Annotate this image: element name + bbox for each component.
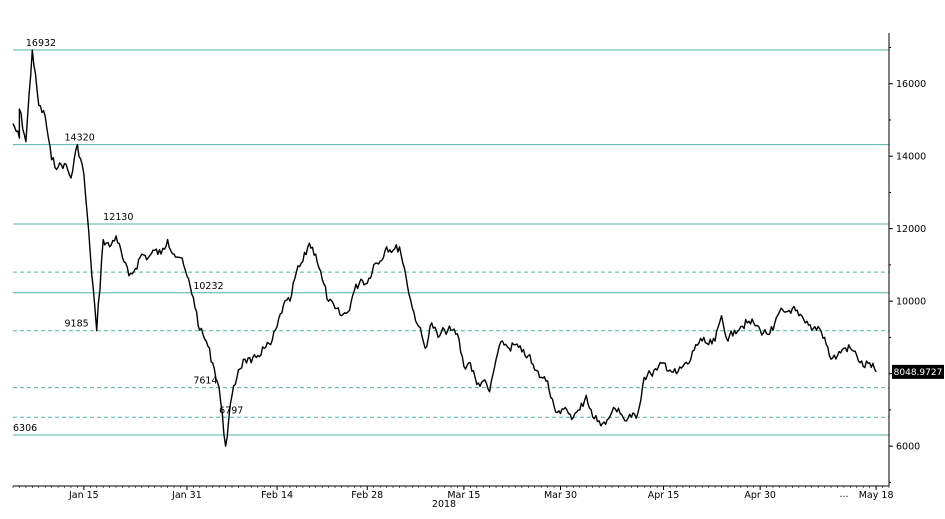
x-tick-label: Feb 28 xyxy=(351,490,383,501)
y-axis-ticks: 6000800010000120001400016000 xyxy=(889,46,926,483)
x-tick-label: Jan 31 xyxy=(171,490,202,501)
level-label: 10232 xyxy=(193,281,223,292)
x-axis-year-label: 2018 xyxy=(432,499,456,510)
x-tick-label: Mar 15 xyxy=(447,490,480,501)
x-tick-label: Apr 30 xyxy=(744,490,776,501)
y-tick-label: 16000 xyxy=(896,79,926,90)
price-line xyxy=(12,49,877,447)
level-label: 9185 xyxy=(65,319,89,330)
y-tick-label: 10000 xyxy=(896,297,926,308)
price-series xyxy=(12,49,877,447)
x-axis-ellipsis: ... xyxy=(839,489,848,500)
axes xyxy=(13,33,890,487)
x-tick-label: Jan 15 xyxy=(68,490,99,501)
level-label: 7614 xyxy=(193,376,217,387)
level-lines xyxy=(13,49,889,436)
level-label: 14320 xyxy=(65,133,95,144)
x-tick-label: Apr 15 xyxy=(648,490,680,501)
x-axis-ticks: Jan 15 Jan 31 Feb 14 Feb 28 Mar 15 Mar 30 Apr … xyxy=(12,486,894,501)
last-value-label: 8048.9727 xyxy=(894,368,943,378)
last-value-box xyxy=(892,364,944,379)
x-tick-label: Feb 14 xyxy=(261,490,293,501)
level-label: 16932 xyxy=(26,38,56,49)
last-value-badge: 8048.9727 xyxy=(892,364,944,379)
level-label: 6306 xyxy=(13,423,37,434)
level-label: 6797 xyxy=(219,405,243,416)
level-label: 12130 xyxy=(103,212,133,223)
y-tick-label: 14000 xyxy=(896,152,926,163)
x-tick-label: May 18 xyxy=(859,490,894,501)
y-tick-label: 6000 xyxy=(896,442,920,453)
x-tick-label: Mar 30 xyxy=(544,490,577,501)
y-tick-label: 12000 xyxy=(896,224,926,235)
level-labels: 16932 14320 12130 10232 9185 7614 6797 6306 xyxy=(13,38,243,434)
